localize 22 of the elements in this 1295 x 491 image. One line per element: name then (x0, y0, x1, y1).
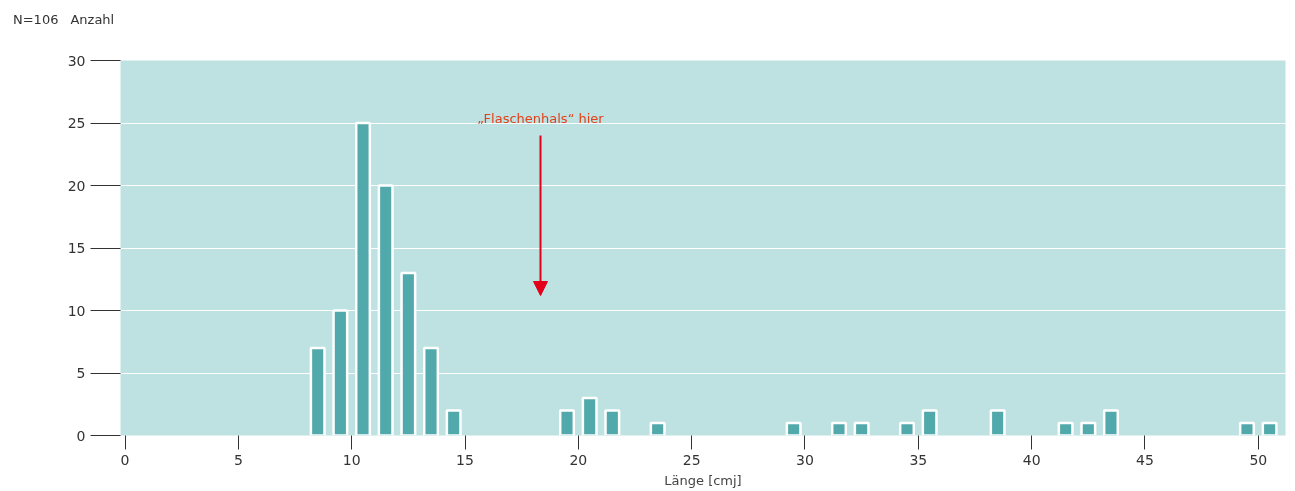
x-tick-label: 0 (120, 451, 130, 468)
y-tick-label: 30 (67, 52, 86, 69)
y-tick-label: 10 (67, 302, 86, 319)
y-tick-label: 0 (76, 427, 86, 444)
annotation: „Flaschenhals“ hier (477, 110, 605, 126)
y-axis-title: Anzahl (70, 12, 115, 27)
x-tick-label: 35 (909, 451, 928, 468)
y-tick-label: 20 (67, 177, 86, 194)
x-tick-label: 20 (569, 451, 588, 468)
x-axis-title: Länge [cmj] (664, 472, 742, 488)
x-tick-label: 25 (682, 451, 701, 468)
x-tick-label: 5 (233, 451, 243, 468)
x-tick-label: 15 (456, 451, 474, 468)
y-tick-label: 5 (76, 365, 86, 381)
text: N=106 (13, 12, 59, 27)
y-tick-label: 25 (67, 115, 86, 131)
x-tick-label: 10 (342, 451, 361, 468)
x-tick-label: 50 (1249, 451, 1268, 468)
y-tick-label: 15 (67, 240, 86, 256)
x-tick-label: 40 (1022, 451, 1041, 468)
x-tick-label: 45 (1136, 451, 1154, 468)
x-tick-label: 30 (796, 451, 814, 468)
